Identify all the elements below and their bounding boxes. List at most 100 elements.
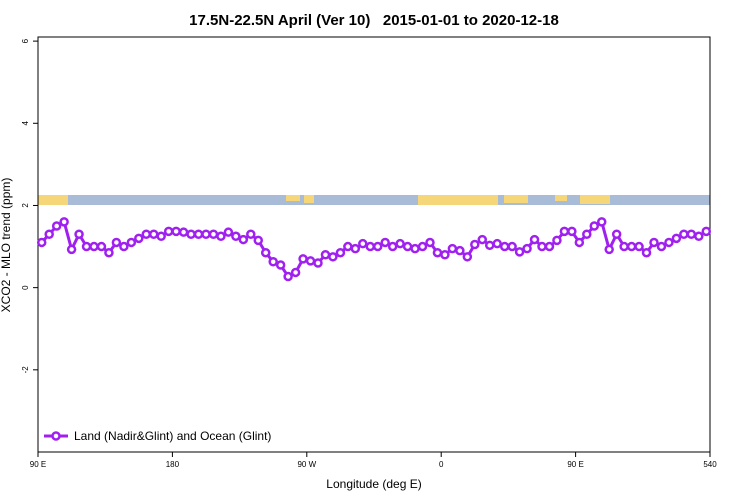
data-point [156,231,166,242]
data-point [589,221,600,231]
x-tick-label: 180 [166,460,180,469]
legend-label: Land (Nadir&Glint) and Ocean (Glint) [74,429,271,443]
data-point [74,229,84,239]
data-point [290,267,301,278]
data-point [36,237,47,248]
y-tick-label: 6 [21,38,30,43]
land-ocean-strip [38,195,710,205]
data-point [522,243,532,254]
data-point [514,247,525,257]
y-tick-label: -2 [21,366,30,374]
data-point [253,235,264,246]
data-point [604,244,614,255]
data-point [201,229,211,239]
data-point [231,231,241,242]
data-point [671,233,682,244]
data-point [679,229,689,239]
y-tick-label: 0 [21,285,30,290]
data-point [559,226,570,237]
data-point [298,254,308,264]
data-point [380,237,390,248]
x-tick-label: 540 [703,460,717,469]
data-point [216,231,226,242]
data-point [462,252,473,262]
x-tick-label: 0 [439,460,444,469]
x-axis-label: Longitude (deg E) [326,477,421,491]
data-point [59,217,69,227]
data-point [656,241,667,252]
legend-marker [51,431,61,441]
data-point [186,229,196,239]
data-point [634,241,644,252]
data-point [626,241,637,252]
data-point [567,226,577,237]
data-point [395,238,405,249]
data-point [193,229,204,239]
data-point [51,221,62,231]
y-axis-label: XCO2 - MLO trend (ppm) [0,178,13,313]
data-point [66,244,77,255]
data-point [335,247,346,258]
data-point [582,229,592,239]
data-point [686,229,697,239]
data-point [537,241,547,252]
data-point [410,243,420,254]
data-point [305,256,316,266]
data-point [440,250,450,260]
y-tick-label: 2 [21,203,30,208]
data-point [96,241,107,252]
data-point [552,235,562,246]
data-point [141,229,152,239]
data-point [611,229,622,239]
data-point [238,234,249,245]
data-point [44,229,54,239]
data-point [574,237,585,248]
data-point [358,238,368,249]
data-point [126,237,137,248]
data-point [544,241,555,252]
data-point [104,247,114,258]
data-point [111,237,122,248]
data-point [455,245,465,256]
data-point [701,226,712,237]
data-point [477,234,488,245]
data-point [664,237,674,248]
data-point [275,260,286,270]
data-point [417,241,428,252]
data-point [425,237,435,248]
data-point [387,241,398,252]
data-point [350,243,361,254]
data-point [619,241,629,252]
data-point [119,241,129,252]
data-point [148,229,159,239]
data-point [529,234,540,245]
data-point [507,241,517,252]
data-point [641,247,652,258]
data-point [432,247,443,258]
data-point [328,252,338,262]
y-tick-label: 4 [21,121,30,126]
data-point [402,241,413,252]
data-point [283,271,293,282]
data-point [694,231,704,242]
data-point [208,229,219,239]
x-tick-label: 90 E [30,460,46,469]
data-point [649,237,659,248]
data-point [492,238,502,249]
data-point [171,226,181,237]
data-point [163,226,174,237]
data-point [343,241,353,252]
data-point [447,243,458,254]
data-point [484,240,495,251]
data-point [89,241,99,252]
data-point [596,217,607,227]
data-point [499,241,510,252]
data-point [246,229,256,239]
x-tick-label: 90 E [567,460,583,469]
data-point [268,257,278,267]
data-point [372,241,383,252]
data-point [313,258,323,268]
data-point [178,227,189,237]
data-point [320,250,331,260]
